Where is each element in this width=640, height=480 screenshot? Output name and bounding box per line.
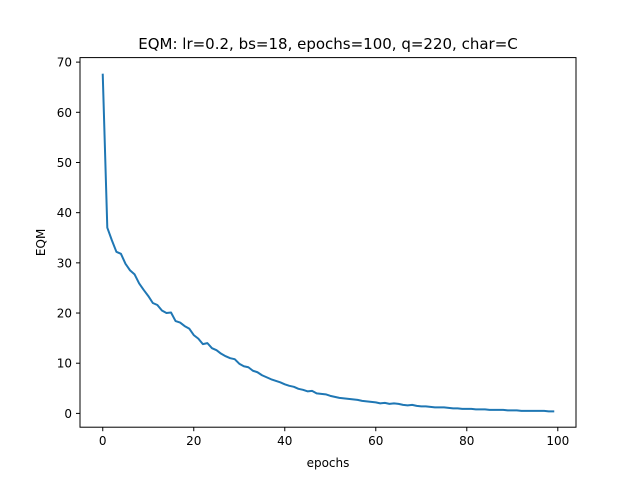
- y-tick-label: 40: [57, 206, 72, 220]
- y-tick-label: 10: [57, 357, 72, 371]
- x-tick-label: 100: [546, 434, 569, 448]
- x-axis: 0 20 40 60 80 100: [99, 427, 569, 448]
- y-tick-label: 60: [57, 106, 72, 120]
- y-tick-label: 70: [57, 56, 72, 70]
- plot-area: [101, 73, 555, 413]
- y-axis: 0 10 20 30 40 50 60 70: [57, 56, 80, 421]
- x-tick-label: 60: [368, 434, 383, 448]
- series-line: [101, 73, 555, 413]
- y-axis-label: EQM: [34, 229, 48, 256]
- x-tick-label: 80: [459, 434, 474, 448]
- y-tick-label: 30: [57, 256, 72, 270]
- y-tick-label: 20: [57, 307, 72, 321]
- y-tick-label: 0: [64, 407, 72, 421]
- chart-title: EQM: lr=0.2, bs=18, epochs=100, q=220, c…: [138, 35, 518, 53]
- axes-frame: [79, 57, 577, 428]
- y-tick-label: 50: [57, 156, 72, 170]
- x-tick-label: 0: [99, 434, 107, 448]
- x-tick-label: 20: [186, 434, 201, 448]
- x-axis-label: epochs: [307, 456, 350, 470]
- x-tick-label: 40: [277, 434, 292, 448]
